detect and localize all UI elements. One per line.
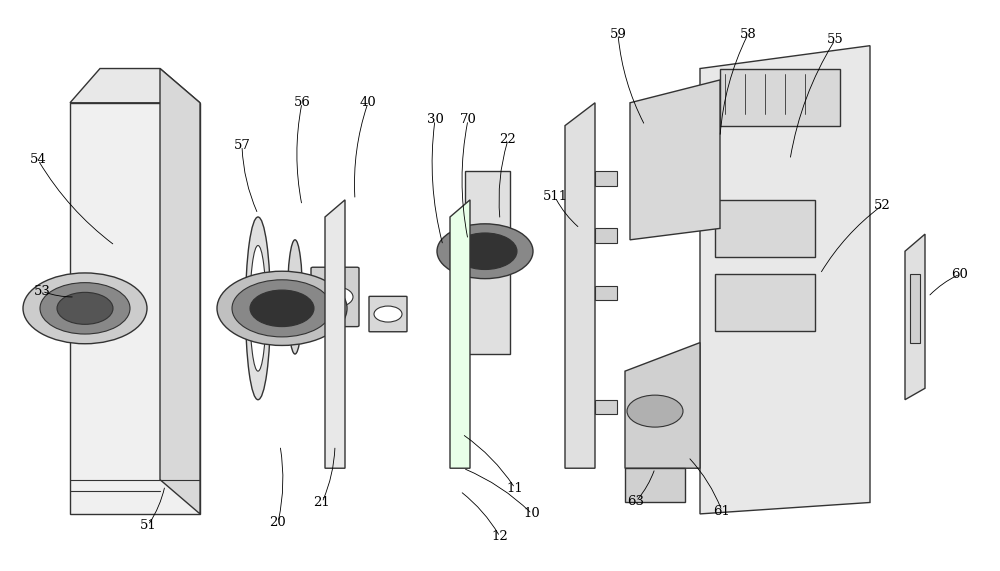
Bar	[595, 171, 617, 186]
Circle shape	[232, 280, 332, 337]
Polygon shape	[625, 468, 685, 502]
Text: 63: 63	[628, 495, 644, 508]
Polygon shape	[700, 46, 870, 514]
Polygon shape	[325, 200, 345, 468]
FancyBboxPatch shape	[311, 267, 359, 327]
Text: 58: 58	[740, 28, 756, 41]
Ellipse shape	[250, 246, 266, 371]
Polygon shape	[565, 103, 595, 468]
Polygon shape	[630, 80, 720, 240]
Bar	[715, 274, 815, 331]
Text: 22: 22	[500, 134, 516, 146]
Bar	[595, 228, 617, 243]
Polygon shape	[905, 234, 925, 400]
Text: 21: 21	[314, 496, 330, 509]
Text: 54: 54	[30, 154, 46, 166]
Text: 10: 10	[524, 508, 540, 520]
Circle shape	[57, 292, 113, 324]
Polygon shape	[465, 171, 510, 354]
Ellipse shape	[246, 217, 270, 400]
Circle shape	[453, 233, 517, 270]
Bar	[910, 274, 920, 343]
Text: 11: 11	[507, 482, 523, 494]
Text: 70: 70	[460, 114, 476, 126]
Bar	[595, 400, 617, 414]
Circle shape	[250, 290, 314, 327]
Text: 60: 60	[952, 268, 968, 280]
Circle shape	[627, 395, 683, 427]
Text: 61: 61	[714, 505, 730, 517]
Polygon shape	[625, 343, 700, 468]
Polygon shape	[70, 69, 200, 103]
Bar	[715, 200, 815, 257]
Text: 51: 51	[140, 519, 156, 532]
FancyBboxPatch shape	[369, 296, 407, 332]
Text: 30: 30	[427, 114, 443, 126]
Text: 59: 59	[610, 28, 626, 41]
Polygon shape	[70, 103, 200, 514]
Text: 52: 52	[874, 199, 890, 212]
Text: 40: 40	[360, 96, 376, 109]
FancyBboxPatch shape	[453, 285, 483, 309]
Circle shape	[40, 283, 130, 334]
Bar	[720, 69, 840, 126]
Bar	[595, 286, 617, 300]
Polygon shape	[160, 69, 200, 514]
Text: 57: 57	[234, 139, 250, 152]
Text: 56: 56	[294, 96, 310, 109]
Circle shape	[374, 306, 402, 322]
Polygon shape	[450, 200, 470, 468]
Circle shape	[437, 224, 533, 279]
Text: 20: 20	[270, 516, 286, 529]
Text: 53: 53	[34, 285, 50, 297]
Text: 55: 55	[827, 34, 843, 46]
Ellipse shape	[288, 240, 302, 354]
Text: 511: 511	[542, 191, 568, 203]
Text: 12: 12	[492, 530, 508, 543]
Circle shape	[23, 273, 147, 344]
Circle shape	[317, 287, 353, 307]
Circle shape	[217, 271, 347, 345]
